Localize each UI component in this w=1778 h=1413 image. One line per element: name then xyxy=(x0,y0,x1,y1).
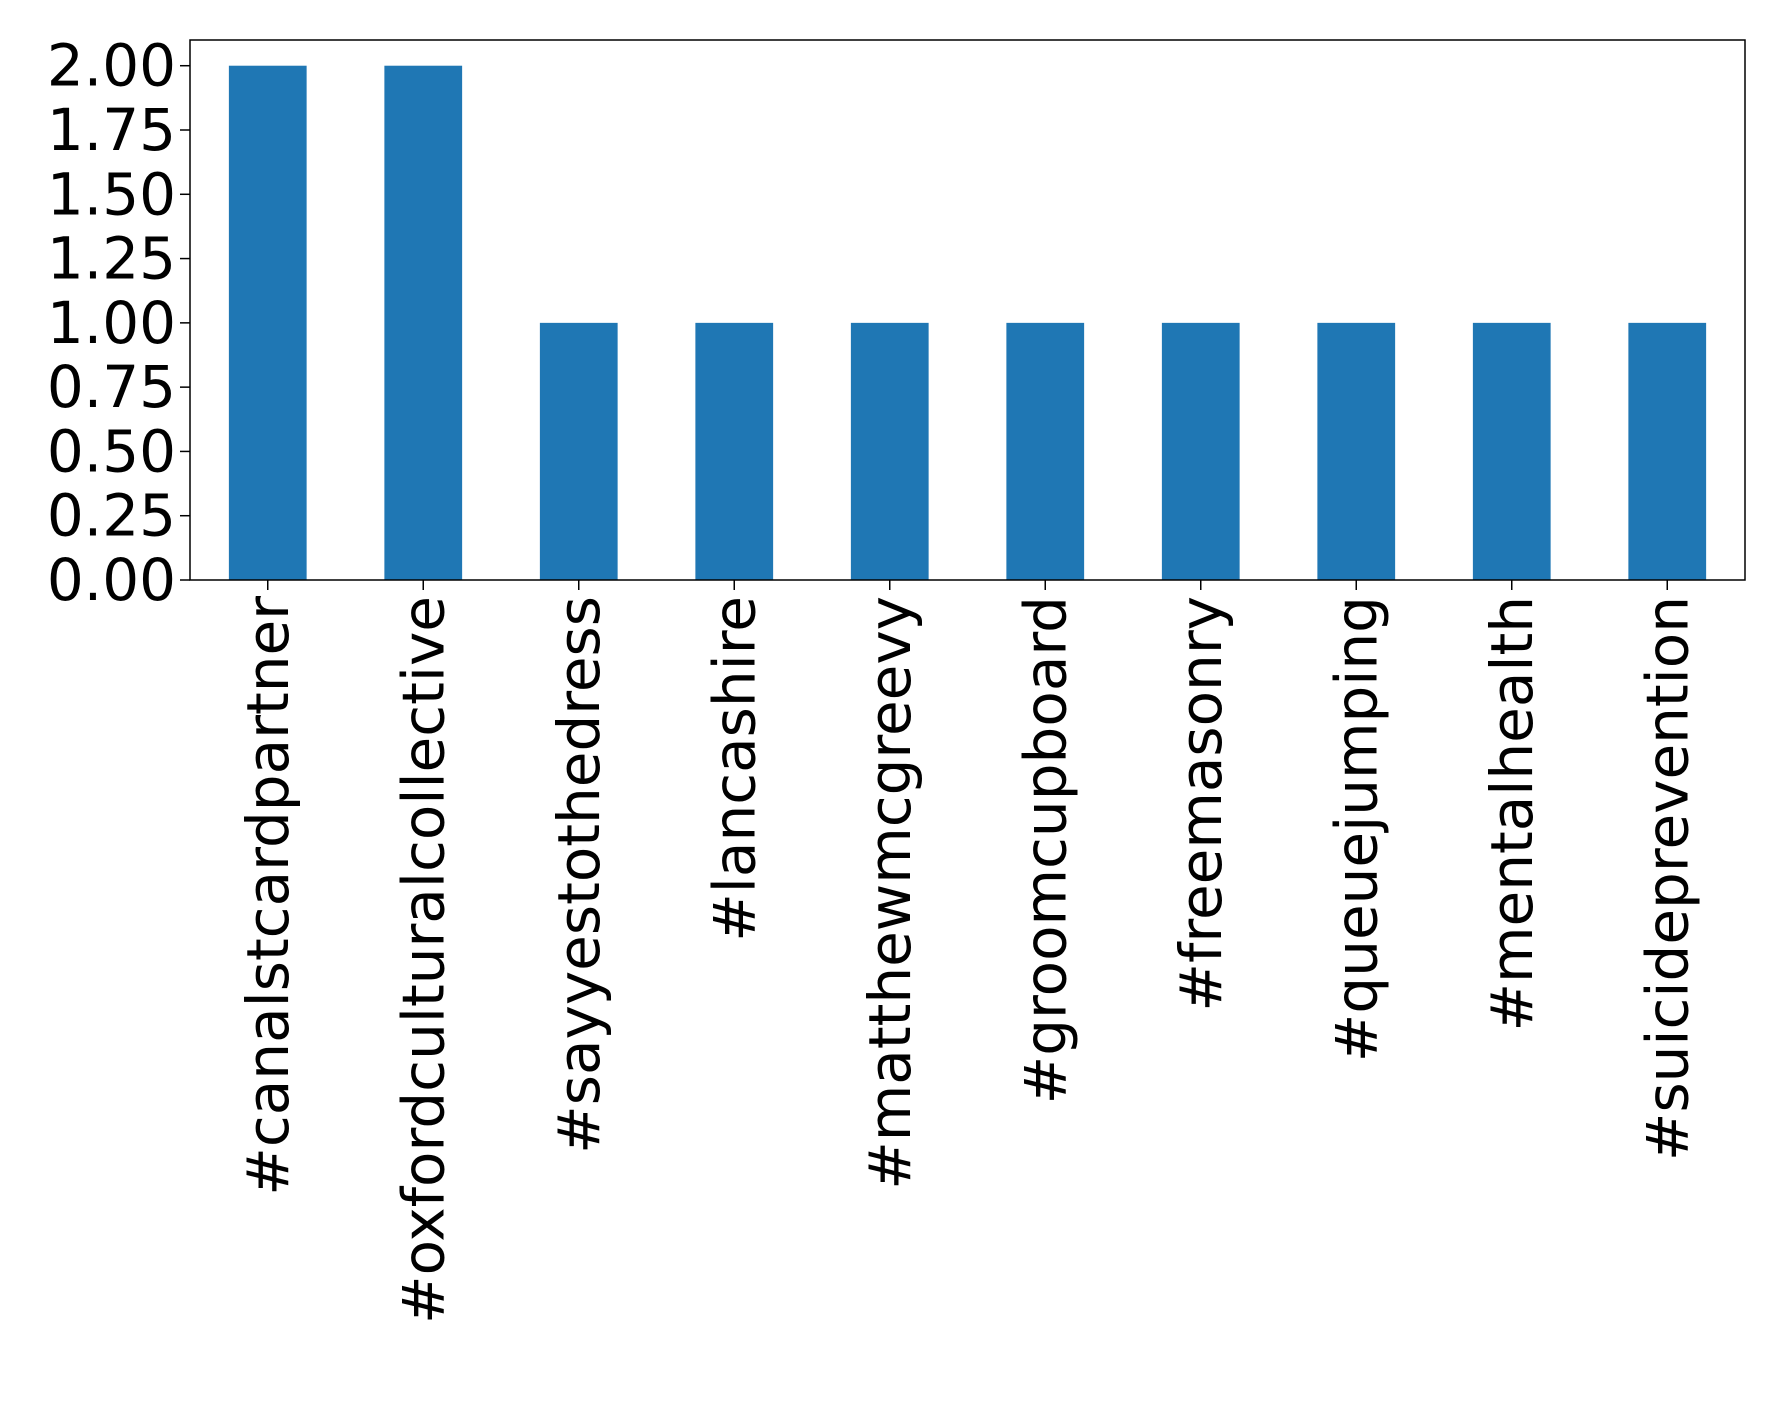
x-tick-label-6: #freemasonry xyxy=(1167,596,1235,1012)
bar-5 xyxy=(1006,322,1085,580)
y-tick-label-8: 2.00 xyxy=(47,32,176,100)
bar-8 xyxy=(1472,322,1551,580)
bar-1 xyxy=(384,65,463,580)
bar-3 xyxy=(695,322,774,580)
x-tick-label-3: #lancashire xyxy=(700,596,768,942)
y-tick-label-6: 1.50 xyxy=(47,160,176,228)
y-tick-label-2: 0.50 xyxy=(47,417,176,485)
bar-0 xyxy=(228,65,307,580)
y-tick-label-4: 1.00 xyxy=(47,289,176,357)
x-tick-label-7: #queuejumping xyxy=(1322,596,1390,1062)
y-tick-label-7: 1.75 xyxy=(47,96,176,164)
bar-6 xyxy=(1161,322,1240,580)
plot-frame xyxy=(189,39,1746,581)
bar-7 xyxy=(1317,322,1396,580)
x-axis: #canalstcardpartner #oxfordculturalcollec… xyxy=(234,580,1701,1324)
x-tick-label-1: #oxfordculturalcollective xyxy=(389,596,457,1324)
x-tick-label-9: #suicideprevention xyxy=(1633,596,1701,1161)
x-tick-label-2: #sayyestothedress xyxy=(545,596,613,1154)
y-tick-label-0: 0.00 xyxy=(47,546,176,614)
y-tick-label-1: 0.25 xyxy=(47,482,176,550)
x-tick-label-0: #canalstcardpartner xyxy=(234,596,302,1196)
y-tick-label-3: 0.75 xyxy=(47,353,176,421)
bar-9 xyxy=(1628,322,1707,580)
y-tick-label-5: 1.25 xyxy=(47,225,176,293)
bar-4 xyxy=(850,322,929,580)
bar-2 xyxy=(539,322,618,580)
y-axis: 0.000.250.500.751.001.251.501.752.00 xyxy=(47,32,190,614)
x-tick-label-4: #matthewmcgreevy xyxy=(856,596,924,1190)
x-tick-label-5: #groomcupboard xyxy=(1011,596,1079,1104)
x-tick-label-8: #mentalhealth xyxy=(1478,596,1546,1032)
bars-group xyxy=(228,65,1707,580)
